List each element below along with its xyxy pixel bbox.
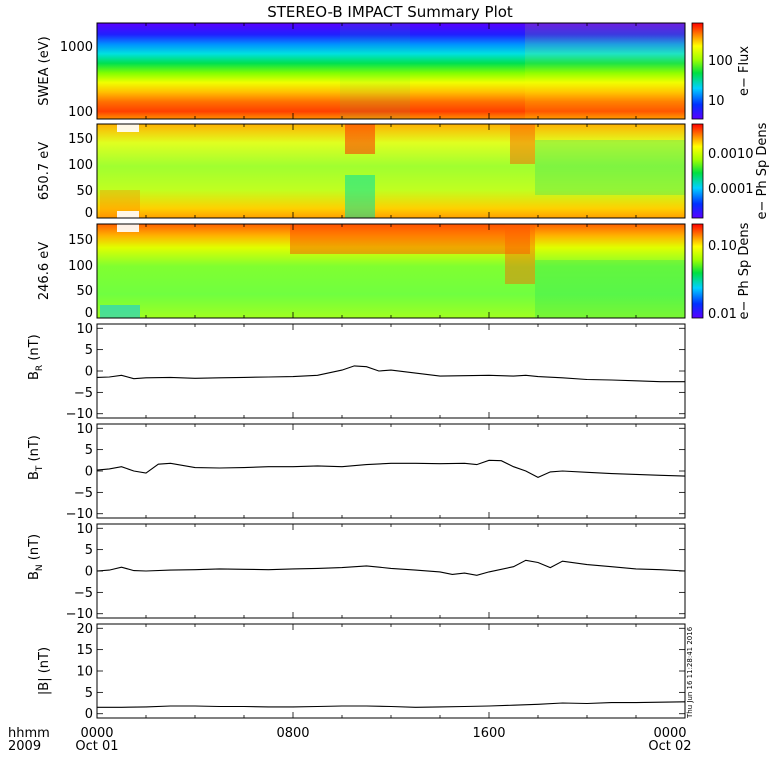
pad246-texture	[100, 224, 685, 318]
axis-ticks	[96, 23, 686, 718]
time-tick-1600: 1600	[472, 726, 505, 741]
time-axis-row1-label: hhmm	[8, 726, 50, 741]
swea-cbar-tick-10: 10	[708, 94, 725, 109]
pad246-ytick-100: 100	[68, 259, 93, 274]
pad650-cbar-tick-low: 0.0001	[708, 182, 754, 197]
bt-frame	[96, 423, 686, 519]
bn-ytick-label: 5	[85, 543, 93, 558]
swea-heatmap	[97, 23, 685, 119]
pad246-ytick-150: 150	[68, 233, 93, 248]
pad246-cbar-label: e− Ph Sp Dens	[737, 222, 752, 319]
br-series-line	[96, 365, 685, 383]
pad650-cbar-tick-high: 0.0010	[708, 147, 754, 162]
pad650-colorbar	[691, 123, 704, 219]
pad650-cbar-label: e− Ph Sp Dens	[755, 122, 770, 219]
pad246-ylabel: 246.6 eV	[37, 242, 52, 300]
render-timestamp: Thu Jun 16 11:28:41 2016	[686, 626, 694, 719]
swea-ytick-1000: 1000	[60, 40, 93, 55]
pad246-cbar-tick-high: 0.10	[708, 239, 737, 254]
bn-ytick-label: −5	[74, 586, 93, 601]
time-tick-2400: 0000	[653, 726, 686, 741]
bt-ytick-label: −5	[74, 486, 93, 501]
bn-frame	[96, 523, 686, 619]
pad650-ylabel: 650.7 eV	[37, 142, 52, 200]
swea-colorbar	[691, 22, 704, 120]
swea-panel: SWEA (eV) 1000 100 100 10 e− Flux	[37, 22, 752, 120]
bmag-series-line	[97, 701, 686, 708]
bt-ytick-label: 5	[85, 443, 93, 458]
br-ytick-label: −10	[66, 407, 93, 422]
br-panel: BR (nT)	[27, 323, 686, 419]
pad246-panel: 246.6 eV 0 50 100 150 0.10 0.01 e− Ph Sp…	[37, 222, 752, 322]
bt-ytick-label: 0	[85, 465, 93, 480]
pad246-ytick-50: 50	[76, 284, 93, 299]
br-ytick-label: 0	[85, 365, 93, 380]
pad650-ytick-0: 0	[85, 206, 93, 221]
bmag-ytick-label: 10	[76, 665, 93, 680]
bt-series-line	[96, 459, 686, 479]
time-tick-0800: 0800	[276, 726, 309, 741]
swea-cbar-label: e− Flux	[737, 46, 752, 96]
bn-ytick-label: 0	[85, 565, 93, 580]
swea-texture	[340, 23, 685, 119]
pad650-ytick-100: 100	[68, 158, 93, 173]
pad650-ytick-150: 150	[68, 132, 93, 147]
field-panels: BR (nT) BT (nT) BN (nT) |B| (nT)	[27, 323, 686, 719]
bn-series-line	[96, 559, 686, 576]
pad246-heatmap	[97, 224, 685, 318]
bmag-ylabel: |B| (nT)	[37, 647, 52, 695]
bmag-frame	[96, 623, 686, 719]
pad650-panel: 650.7 eV 0 50 100 150 0.0010 0.0001 e− P…	[37, 122, 770, 221]
swea-ytick-100: 100	[68, 105, 93, 120]
plot-title: STEREO-B IMPACT Summary Plot	[267, 3, 513, 21]
pad650-heatmap	[97, 124, 685, 218]
time-tick-0000: 0000	[80, 726, 113, 741]
br-frame	[96, 323, 686, 419]
br-ylabel: BR (nT)	[27, 334, 45, 380]
pad650-texture	[100, 124, 685, 218]
swea-ylabel: SWEA (eV)	[37, 36, 52, 105]
bmag-ytick-label: 20	[76, 622, 93, 637]
swea-cbar-tick-100: 100	[708, 54, 733, 69]
bn-ytick-label: 10	[76, 522, 93, 537]
bn-panel: BN (nT)	[27, 523, 686, 619]
date-tick-oct02: Oct 02	[648, 739, 691, 754]
time-axis: hhmm 2009 0000 Oct 01 0800 1600 0000 Oct…	[8, 726, 692, 754]
pad246-colorbar	[691, 223, 704, 319]
pad650-ytick-50: 50	[76, 184, 93, 199]
bmag-ytick-label: 5	[85, 686, 93, 701]
br-ytick-label: 10	[76, 322, 93, 337]
pad246-cbar-tick-low: 0.01	[708, 307, 737, 322]
bmag-ytick-label: 15	[76, 643, 93, 658]
br-ytick-label: −5	[74, 386, 93, 401]
bt-ytick-label: −10	[66, 507, 93, 522]
bn-ytick-label: −10	[66, 607, 93, 622]
br-ytick-label: 5	[85, 343, 93, 358]
bt-ylabel: BT (nT)	[27, 435, 45, 480]
field-lines	[96, 365, 686, 708]
bt-panel: BT (nT)	[27, 423, 686, 519]
bt-ytick-label: 10	[76, 422, 93, 437]
date-tick-oct01: Oct 01	[75, 739, 118, 754]
pad246-ytick-0: 0	[85, 306, 93, 321]
time-axis-row2-label: 2009	[8, 739, 41, 754]
bmag-ytick-label: 0	[85, 707, 93, 722]
bn-ylabel: BN (nT)	[27, 534, 45, 580]
